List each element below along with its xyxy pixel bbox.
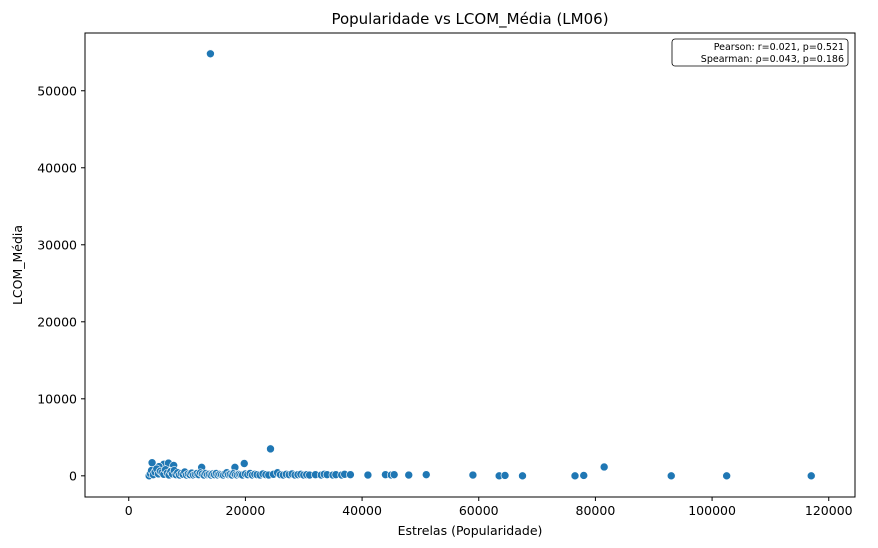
pearson-stat: Pearson: r=0.021, p=0.521	[714, 42, 844, 53]
data-point	[404, 470, 414, 480]
data-point	[363, 470, 373, 480]
data-point	[579, 471, 589, 480]
data-point	[518, 471, 527, 481]
x-tick-label: 40000	[342, 503, 382, 518]
y-tick-label: 10000	[37, 391, 77, 406]
data-point	[570, 471, 580, 481]
x-tick-label: 100000	[688, 503, 736, 518]
data-point	[500, 471, 510, 480]
data-point	[239, 459, 249, 468]
data-point	[722, 471, 731, 481]
x-tick-label: 120000	[805, 503, 853, 518]
y-axis-ticks: 0 10000 20000 30000 40000 50000	[37, 83, 85, 483]
y-axis-label: LCOM_Média	[10, 225, 25, 305]
y-tick-label: 50000	[37, 83, 77, 98]
plot-area	[84, 32, 856, 498]
y-tick-label: 0	[69, 468, 77, 483]
y-tick-label: 30000	[37, 237, 77, 252]
stats-annotation: Pearson: r=0.021, p=0.521 Spearman: ρ=0.…	[671, 38, 849, 67]
data-point	[266, 444, 275, 454]
x-axis-label: Estrelas (Popularidade)	[398, 523, 543, 538]
data-point	[346, 470, 355, 479]
data-point	[599, 462, 609, 472]
chart-title: Popularidade vs LCOM_Média (LM06)	[331, 10, 608, 29]
x-tick-label: 80000	[576, 503, 616, 518]
x-axis-ticks: 0 20000 40000 60000 80000 100000 120000	[125, 497, 853, 518]
spearman-stat: Spearman: ρ=0.043, p=0.186	[701, 54, 844, 65]
x-tick-label: 60000	[459, 503, 499, 518]
stats-box	[671, 38, 849, 67]
data-point	[666, 471, 676, 481]
data-point	[389, 470, 399, 479]
y-tick-label: 40000	[37, 160, 77, 175]
data-point	[206, 49, 215, 59]
data-points	[144, 49, 816, 481]
x-tick-label: 0	[125, 503, 133, 518]
data-point	[806, 471, 816, 481]
data-point	[468, 470, 478, 480]
y-tick-label: 20000	[37, 314, 77, 329]
x-tick-label: 20000	[226, 503, 266, 518]
data-point	[421, 470, 431, 479]
